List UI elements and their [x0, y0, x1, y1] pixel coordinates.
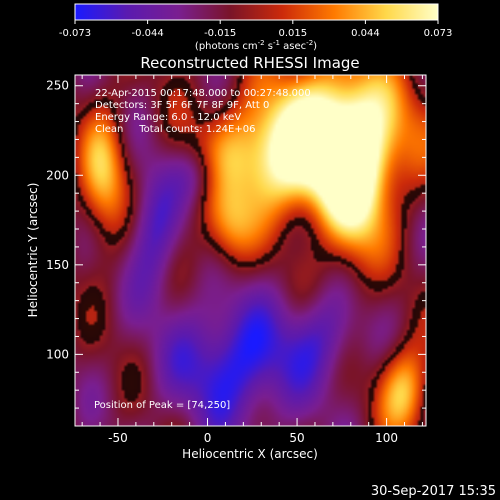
x-tick-label: 0	[204, 431, 212, 445]
y-axis-ticks: 100 150 200 250	[46, 79, 426, 427]
peak-position-label: Position of Peak = [74,250]	[94, 400, 230, 411]
plot-title: Reconstructed RHESSI Image	[140, 54, 359, 72]
x-axis-label: Heliocentric X (arcsec)	[182, 447, 318, 461]
info-line-clean: Clean Total counts: 1.24E+06	[95, 124, 255, 135]
y-tick-label: 200	[46, 168, 69, 182]
y-axis-label: Heliocentric Y (arcsec)	[26, 183, 40, 318]
colorbar-tick-label: 0.044	[351, 28, 380, 39]
colorbar-units: (photons cm-2 s-1 asec-2)	[195, 39, 317, 52]
heatmap-image	[75, 75, 426, 426]
plot-frame	[74, 74, 427, 427]
colorbar-tick-label: 0.015	[278, 28, 307, 39]
colorbar-tick-label: -0.015	[204, 28, 236, 39]
observation-info: 22-Apr-2015 00:17:48.000 to 00:27:48.000…	[95, 88, 311, 135]
colorbar-tick-label: -0.044	[131, 28, 163, 39]
colorbar-tick-label: -0.073	[59, 28, 91, 39]
x-axis-ticks: -50 0 50 100	[81, 75, 423, 445]
y-tick-label: 150	[46, 258, 69, 272]
colorbar-gradient	[74, 3, 439, 21]
colorbar-ticks: -0.073 -0.044 -0.015 0.015 0.044 0.073	[59, 20, 452, 39]
colorbar: -0.073 -0.044 -0.015 0.015 0.044 0.073 (photo…	[59, 3, 452, 52]
x-tick-label: 50	[289, 431, 304, 445]
y-tick-label: 100	[46, 347, 69, 361]
info-line-time: 22-Apr-2015 00:17:48.000 to 00:27:48.000	[95, 88, 311, 99]
info-line-detectors: Detectors: 3F 5F 6F 7F 8F 9F, Att 0	[95, 100, 269, 111]
y-tick-label: 250	[46, 79, 69, 93]
colorbar-tick-label: 0.073	[424, 28, 453, 39]
info-line-energy: Energy Range: 6.0 - 12.0 keV	[95, 112, 241, 123]
x-tick-label: -50	[108, 431, 128, 445]
x-tick-label: 100	[375, 431, 398, 445]
footer-timestamp: 30-Sep-2017 15:35	[371, 484, 496, 499]
